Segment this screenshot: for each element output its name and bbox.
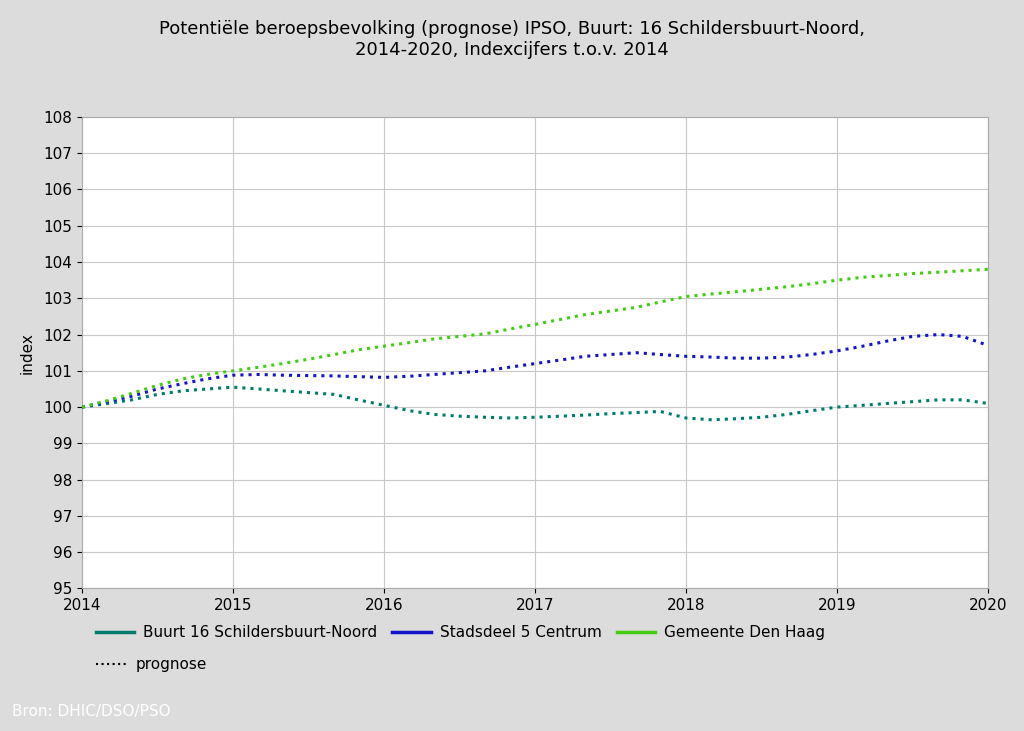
Legend: prognose: prognose [89, 651, 213, 678]
Legend: Buurt 16 Schildersbuurt-Noord, Stadsdeel 5 Centrum, Gemeente Den Haag: Buurt 16 Schildersbuurt-Noord, Stadsdeel… [89, 619, 831, 647]
Y-axis label: index: index [19, 332, 35, 374]
Text: Bron: DHIC/DSO/PSO: Bron: DHIC/DSO/PSO [12, 705, 171, 719]
Text: Potentiële beroepsbevolking (prognose) IPSO, Buurt: 16 Schildersbuurt-Noord,
201: Potentiële beroepsbevolking (prognose) I… [159, 20, 865, 59]
